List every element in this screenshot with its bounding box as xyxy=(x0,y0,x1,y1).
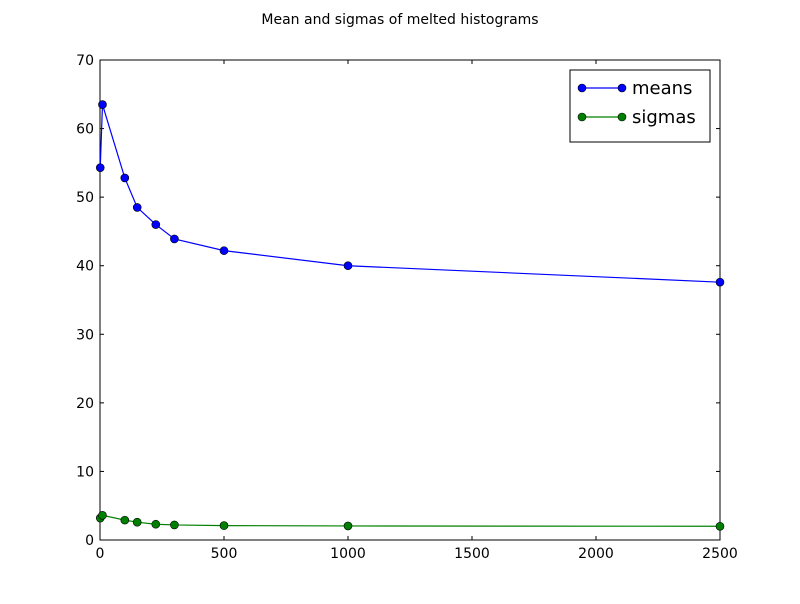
data-point-sigmas xyxy=(151,519,161,529)
x-axis-ticks: 0 500 1000 1500 2000 2500 xyxy=(96,60,738,562)
x-tick-label: 1000 xyxy=(330,546,366,562)
data-point-sigmas xyxy=(120,515,130,525)
legend-marker xyxy=(577,112,587,122)
y-axis-ticks: 0 10 20 30 40 50 60 70 xyxy=(76,53,720,549)
y-tick-label: 0 xyxy=(85,533,94,549)
y-tick-label: 10 xyxy=(76,464,94,480)
plot-area-frame xyxy=(99,59,721,541)
series-line-sigmas xyxy=(99,514,721,527)
legend-marker xyxy=(617,83,627,93)
x-tick-label: 2000 xyxy=(578,546,614,562)
legend-label: sigmas xyxy=(632,107,696,128)
x-tick-label: 2500 xyxy=(702,546,738,562)
data-point-means xyxy=(132,203,142,212)
data-point-means xyxy=(151,220,161,229)
y-tick-label: 50 xyxy=(76,190,94,206)
data-point-means xyxy=(343,261,353,271)
data-point-sigmas xyxy=(219,521,229,530)
series-means xyxy=(95,100,725,287)
chart-title: Mean and sigmas of melted histograms xyxy=(261,12,538,28)
x-tick-label: 500 xyxy=(211,546,238,562)
data-point-means xyxy=(715,277,725,287)
data-point-means xyxy=(95,163,105,172)
legend: means sigmas xyxy=(569,69,711,143)
data-point-sigmas xyxy=(343,521,353,531)
data-point-sigmas xyxy=(715,521,725,531)
y-tick-label: 70 xyxy=(76,53,94,69)
y-tick-label: 30 xyxy=(76,327,94,343)
data-point-sigmas xyxy=(132,517,142,527)
legend-box xyxy=(569,69,711,143)
data-point-means xyxy=(120,173,130,183)
legend-marker xyxy=(577,83,587,93)
series-layer xyxy=(95,100,725,531)
data-point-means xyxy=(98,100,107,109)
y-tick-label: 20 xyxy=(76,396,94,412)
legend-item-means: means xyxy=(577,78,692,99)
x-tick-label: 1500 xyxy=(454,546,490,562)
x-tick-label: 0 xyxy=(96,546,105,562)
series-sigmas xyxy=(95,511,725,531)
legend-item-sigmas: sigmas xyxy=(577,107,696,128)
data-point-means xyxy=(170,234,179,244)
legend-label: means xyxy=(632,78,692,99)
data-point-sigmas xyxy=(170,520,179,530)
legend-marker xyxy=(617,112,627,122)
data-point-sigmas xyxy=(98,511,107,520)
y-tick-label: 40 xyxy=(76,259,94,275)
data-point-means xyxy=(219,246,229,255)
y-tick-label: 60 xyxy=(76,122,94,138)
